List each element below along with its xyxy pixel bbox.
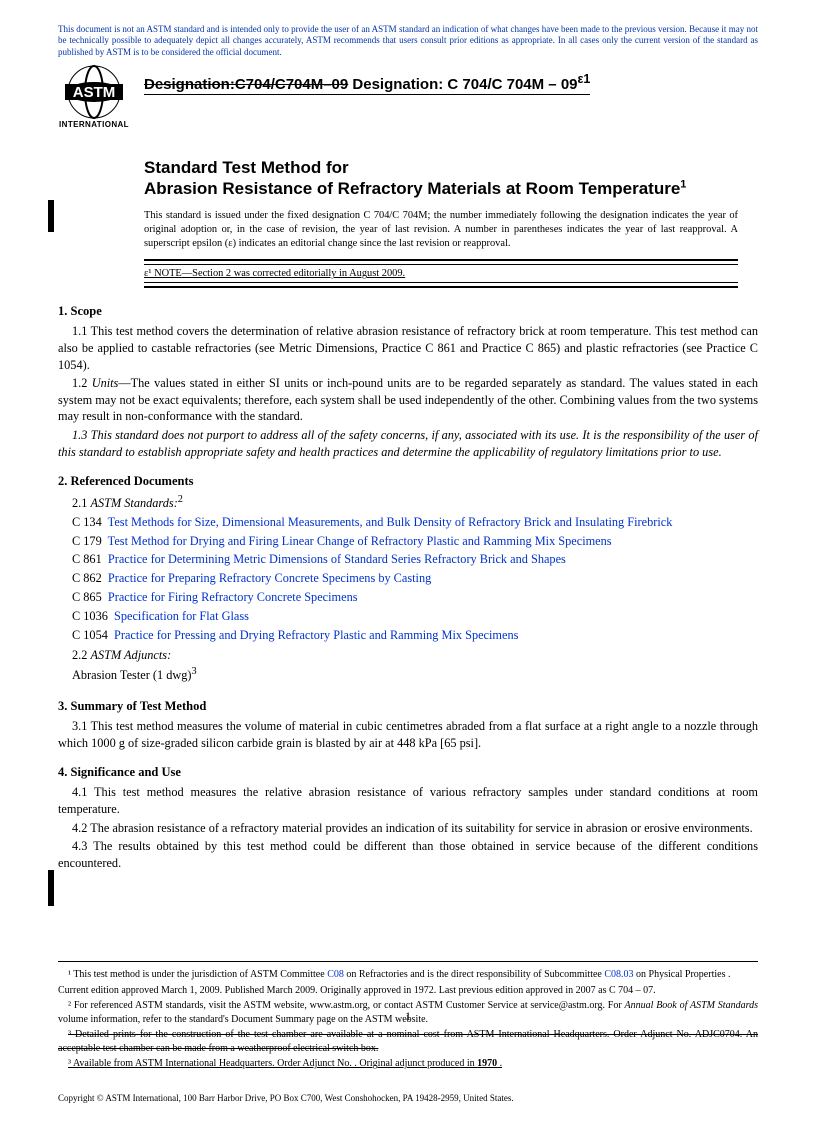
- footnote-3-new: ³ Available from ASTM International Head…: [58, 1057, 758, 1071]
- title-block: Standard Test Method for Abrasion Resist…: [144, 157, 758, 200]
- ref-c1054: C 1054 Practice for Pressing and Drying …: [72, 627, 758, 645]
- ref-c134: C 134 Test Methods for Size, Dimensional…: [72, 514, 758, 532]
- fn3-underline: ³ Available from ASTM International Head…: [68, 1058, 502, 1069]
- sec-2-sub1-sup: 2: [178, 494, 183, 505]
- ref-c134-code: C 134: [72, 515, 102, 529]
- page-number: 1: [0, 1009, 816, 1024]
- eps-note: ε¹ NOTE—Section 2 was corrected editoria…: [144, 268, 405, 279]
- ref-adjunct: Abrasion Tester (1 dwg)3: [72, 665, 758, 685]
- ref-c134-link[interactable]: Test Methods for Size, Dimensional Measu…: [108, 515, 673, 529]
- ref-c179: C 179 Test Method for Drying and Firing …: [72, 533, 758, 551]
- sec-2-sub1-num: 2.1: [72, 496, 90, 510]
- designation-strike: Designation:C704/C704M–09: [144, 76, 348, 93]
- fn1-c: on Physical Properties .: [634, 969, 731, 980]
- change-bar-1: [48, 200, 54, 232]
- svg-text:ASTM: ASTM: [73, 84, 116, 101]
- sec-1-p2: 1.2 Units—The values stated in either SI…: [58, 375, 758, 425]
- title-main-text: Abrasion Resistance of Refractory Materi…: [144, 179, 680, 198]
- ref-c179-link[interactable]: Test Method for Drying and Firing Linear…: [108, 534, 612, 548]
- header-row: ASTM INTERNATIONAL Designation:C704/C704…: [58, 66, 758, 131]
- disclaimer-text: This document is not an ASTM standard an…: [58, 24, 758, 58]
- title-main: Abrasion Resistance of Refractory Materi…: [144, 178, 758, 199]
- sec-2-sub1: 2.1 ASTM Standards:2: [72, 493, 758, 512]
- fn3-bold: 1970: [477, 1058, 497, 1069]
- ref-c865-link[interactable]: Practice for Firing Refractory Concrete …: [108, 590, 358, 604]
- sec-1-p3: 1.3 This standard does not purport to ad…: [58, 427, 758, 460]
- footnote-1: ¹ This test method is under the jurisdic…: [58, 968, 758, 982]
- footnote-3-strike: ³ Detailed prints for the construction o…: [58, 1028, 758, 1055]
- epsilon-note-box: ε¹ NOTE—Section 2 was corrected editoria…: [144, 259, 738, 288]
- astm-logo: ASTM INTERNATIONAL: [58, 64, 130, 129]
- ref-c179-code: C 179: [72, 534, 102, 548]
- sec-2-sub1-i: ASTM Standards:: [90, 496, 177, 510]
- body: 1. Scope 1.1 This test method covers the…: [58, 304, 758, 871]
- fn1-b: on Refractories and is the direct respon…: [344, 969, 605, 980]
- ref-c865-code: C 865: [72, 590, 102, 604]
- designation-line: Designation:C704/C704M–09 Designation: C…: [144, 76, 590, 95]
- sec-2-sub2: 2.2 ASTM Adjuncts:: [72, 647, 758, 664]
- eps-note-label: ε¹ NOTE: [144, 268, 182, 279]
- change-bar-2: [48, 870, 54, 906]
- ref-c861: C 861 Practice for Determining Metric Di…: [72, 551, 758, 569]
- sec-4-head: 4. Significance and Use: [58, 765, 758, 780]
- fn1-link1[interactable]: C08: [327, 969, 344, 980]
- sec-2-sub2-num: 2.2: [72, 648, 90, 662]
- ref-c1036-link[interactable]: Specification for Flat Glass: [114, 609, 249, 623]
- ref-c861-link[interactable]: Practice for Determining Metric Dimensio…: [108, 552, 566, 566]
- ref-c862: C 862 Practice for Preparing Refractory …: [72, 570, 758, 588]
- sec-2-sub2-i: ASTM Adjuncts:: [90, 648, 171, 662]
- page-container: This document is not an ASTM standard an…: [0, 0, 816, 1133]
- ref-c865: C 865 Practice for Firing Refractory Con…: [72, 589, 758, 607]
- ref-c1036-code: C 1036: [72, 609, 108, 623]
- ref-c1054-link[interactable]: Practice for Pressing and Drying Refract…: [114, 628, 518, 642]
- sec-3-p1: 3.1 This test method measures the volume…: [58, 718, 758, 751]
- sec-4-p3: 4.3 The results obtained by this test me…: [58, 838, 758, 871]
- fn1-link2[interactable]: C08.03: [604, 969, 633, 980]
- eps-note-text: —Section 2 was corrected editorially in …: [182, 268, 405, 279]
- sec-1-p1: 1.1 This test method covers the determin…: [58, 323, 758, 373]
- sec-3-head: 3. Summary of Test Method: [58, 699, 758, 714]
- sec-1-p2-units: Units: [92, 376, 119, 390]
- sec-1-p2-label: 1.2: [72, 376, 92, 390]
- ref-adjunct-text: Abrasion Tester (1 dwg): [72, 668, 191, 682]
- issued-block: This standard is issued under the fixed …: [144, 209, 738, 251]
- title-sup: 1: [680, 178, 686, 190]
- designation-eps: ε1: [578, 72, 591, 86]
- sec-1-p2-text: —The values stated in either SI units or…: [58, 376, 758, 423]
- astm-logo-svg: ASTM: [58, 64, 130, 120]
- ref-c862-code: C 862: [72, 571, 102, 585]
- sec-2-head: 2. Referenced Documents: [58, 474, 758, 489]
- fn3-end: .: [497, 1058, 502, 1069]
- ref-c1054-code: C 1054: [72, 628, 108, 642]
- designation-cell: Designation:C704/C704M–09 Designation: C…: [144, 66, 758, 94]
- designation-new: Designation: C 704/C 704M – 09: [348, 76, 577, 93]
- ref-c861-code: C 861: [72, 552, 102, 566]
- ref-c862-link[interactable]: Practice for Preparing Refractory Concre…: [108, 571, 431, 585]
- ref-adjunct-sup: 3: [191, 666, 196, 677]
- copyright-line: Copyright © ASTM International, 100 Barr…: [58, 1093, 758, 1103]
- sec-4-p1: 4.1 This test method measures the relati…: [58, 784, 758, 817]
- sec-1-head: 1. Scope: [58, 304, 758, 319]
- sec-4-p2: 4.2 The abrasion resistance of a refract…: [58, 820, 758, 837]
- fn3-a: ³ Available from ASTM International Head…: [68, 1058, 477, 1069]
- ref-c1036: C 1036 Specification for Flat Glass: [72, 608, 758, 626]
- logo-label: INTERNATIONAL: [58, 120, 130, 129]
- fn1-a: ¹ This test method is under the jurisdic…: [68, 969, 327, 980]
- title-pre: Standard Test Method for: [144, 157, 758, 178]
- footnote-1-line2: Current edition approved March 1, 2009. …: [58, 984, 758, 998]
